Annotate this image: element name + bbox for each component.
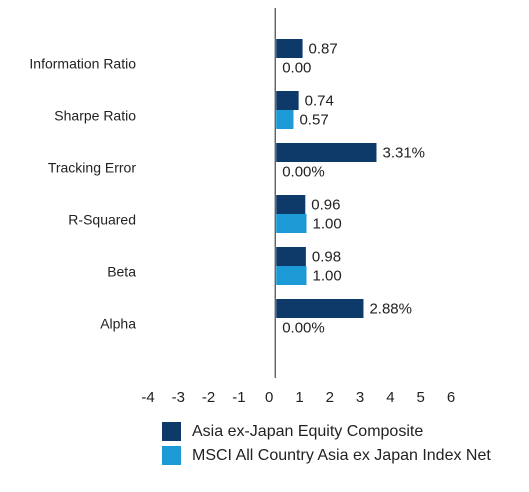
category-label: Tracking Error xyxy=(48,160,137,176)
category-label: Beta xyxy=(107,264,136,280)
bar xyxy=(276,195,306,214)
value-label: 3.31% xyxy=(382,144,425,161)
x-tick-label: -3 xyxy=(172,389,185,406)
x-tick-label: 3 xyxy=(356,389,364,406)
legend-label: MSCI All Country Asia ex Japan Index Net xyxy=(192,447,491,464)
x-tick-label: 4 xyxy=(386,389,394,406)
legend: Asia ex-Japan Equity Composite MSCI All C… xyxy=(162,420,522,468)
value-label: 2.88% xyxy=(369,300,412,317)
x-tick-label: -4 xyxy=(141,389,154,406)
value-label: 0.87 xyxy=(309,40,338,57)
bar xyxy=(276,214,307,233)
x-tick-label: 6 xyxy=(447,389,455,406)
value-label: 0.00% xyxy=(282,319,325,336)
value-label: 1.00 xyxy=(313,215,342,232)
bar xyxy=(276,266,307,285)
category-label: Information Ratio xyxy=(29,56,136,72)
category-label: Alpha xyxy=(100,316,136,332)
bar xyxy=(276,299,364,318)
bar xyxy=(276,247,306,266)
legend-item: MSCI All Country Asia ex Japan Index Net xyxy=(162,444,522,468)
x-tick-label: 0 xyxy=(265,389,273,406)
x-tick-label: 1 xyxy=(295,389,303,406)
value-label: 0.98 xyxy=(312,248,341,265)
value-label: 0.00 xyxy=(282,59,311,76)
category-label: Sharpe Ratio xyxy=(54,108,136,124)
x-tick-label: -2 xyxy=(202,389,215,406)
value-label: 0.96 xyxy=(311,196,340,213)
value-label: 0.57 xyxy=(299,111,328,128)
x-tick-label: 2 xyxy=(326,389,334,406)
bar xyxy=(276,91,299,110)
bar xyxy=(276,39,303,58)
legend-label: Asia ex-Japan Equity Composite xyxy=(192,423,424,440)
chart: -4 -3 -2 -1 0 1 2 3 4 5 6 Information Ratio 0.87 0.00… xyxy=(29,8,455,406)
legend-swatch xyxy=(162,422,181,441)
legend-item: Asia ex-Japan Equity Composite xyxy=(162,420,522,444)
x-tick-label: 5 xyxy=(417,389,425,406)
value-label: 0.00% xyxy=(282,163,325,180)
value-label: 1.00 xyxy=(313,267,342,284)
bar xyxy=(276,110,294,129)
bar xyxy=(276,143,377,162)
value-label: 0.74 xyxy=(305,92,334,109)
x-tick-label: -1 xyxy=(232,389,245,406)
category-label: R-Squared xyxy=(68,212,136,228)
legend-swatch xyxy=(162,446,181,465)
